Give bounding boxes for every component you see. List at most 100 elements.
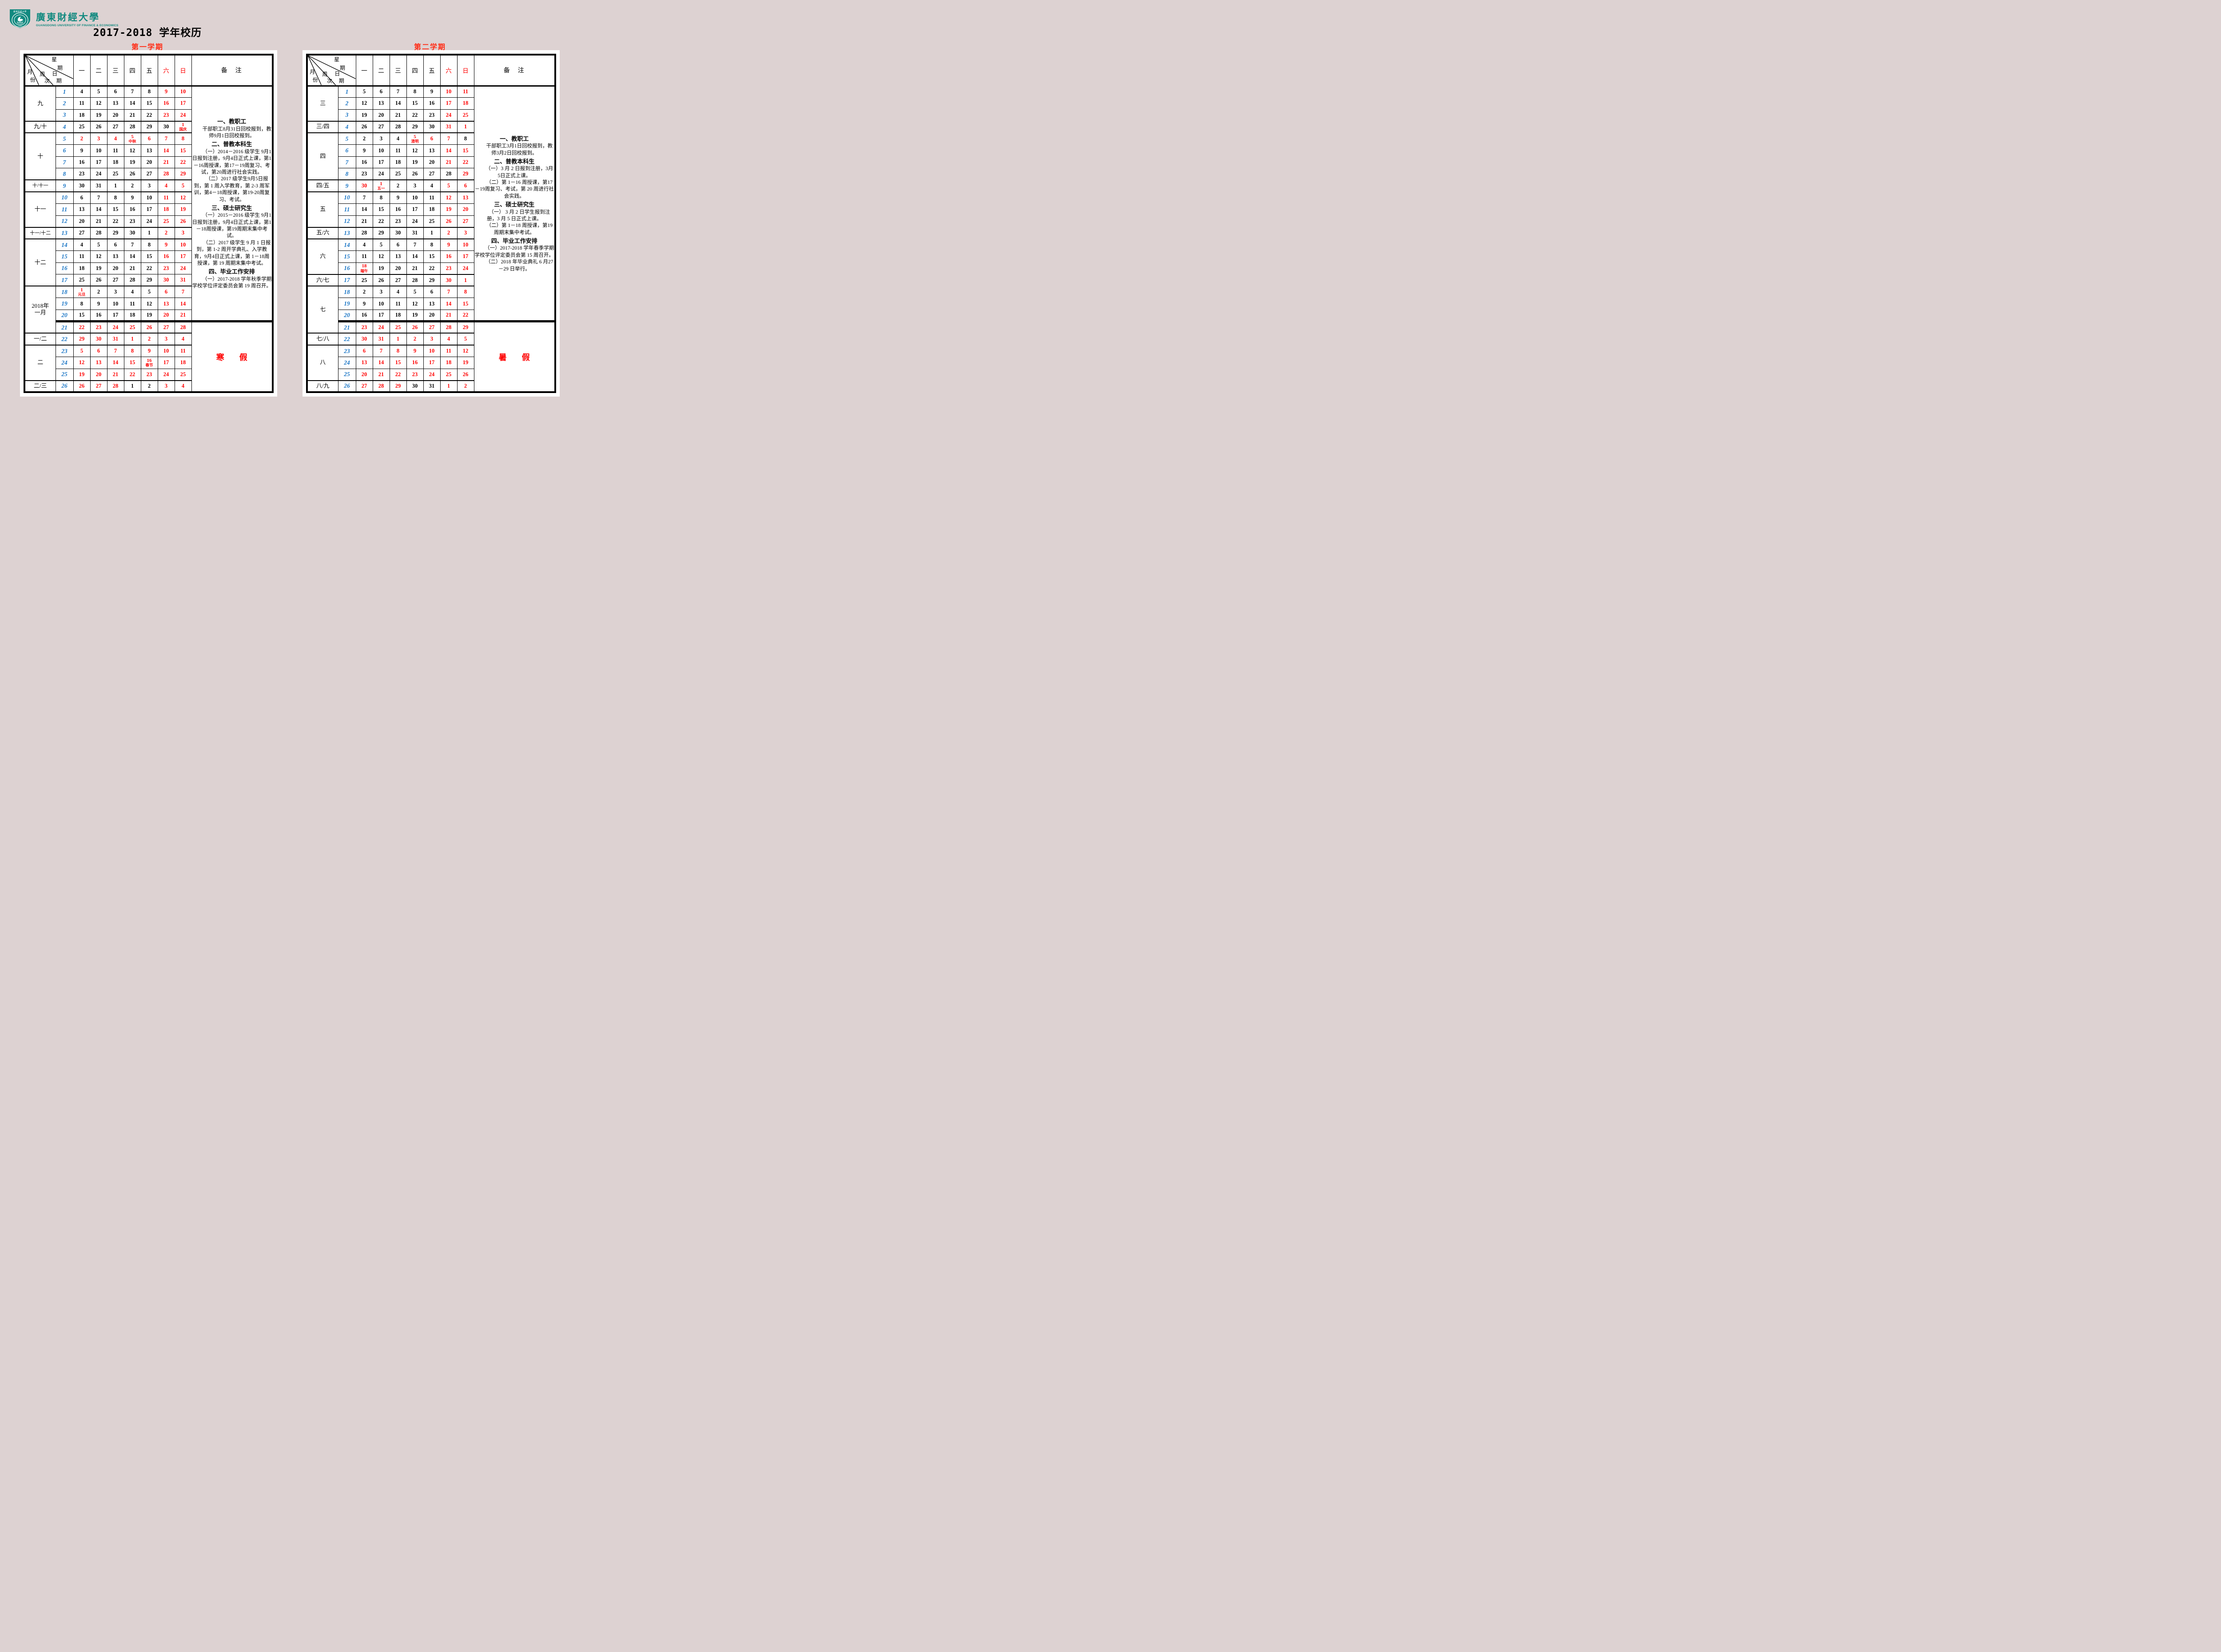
date-cell: 14 xyxy=(157,144,175,157)
date-cell: 30 xyxy=(406,380,424,393)
date-cell: 6 xyxy=(423,132,441,145)
date-cell: 11 xyxy=(355,250,373,263)
date-cell: 11 xyxy=(457,85,474,98)
date-cell: 17 xyxy=(90,156,107,169)
date-cell: 24 xyxy=(174,262,192,275)
month-cell: 九 xyxy=(24,85,56,122)
date-cell: 1 xyxy=(389,333,407,345)
date-cell: 28 xyxy=(440,168,458,180)
week-row: 7 16 17 18 19 20 21 22 xyxy=(307,156,555,169)
date-cell: 17 xyxy=(174,97,192,110)
month-cell: 八 xyxy=(306,345,338,381)
remarks-heading: 一、教职工 xyxy=(500,135,529,142)
week-number-cell: 13 xyxy=(55,226,74,239)
date-cell: 10 xyxy=(406,191,424,204)
date-cell: 3 xyxy=(174,226,192,239)
corner-label-month-char: 份 xyxy=(312,76,318,83)
month-cell-line: 五/六 xyxy=(316,229,330,236)
date-cell: 28 xyxy=(372,380,390,393)
date-number: 5 xyxy=(414,134,416,139)
week-number-cell: 3 xyxy=(338,109,356,122)
month-cell-line: 十/十一 xyxy=(32,183,48,189)
date-cell: 10 xyxy=(140,191,158,204)
date-cell: 4 xyxy=(355,238,373,251)
date-cell: 23 xyxy=(123,215,141,228)
remarks-heading: 一、教职工 xyxy=(217,118,247,125)
date-cell: 13 xyxy=(140,144,158,157)
date-cell: 21 xyxy=(406,262,424,275)
week-row: 十 5 2 3 4 5 中秋 6 7 8 xyxy=(24,132,273,180)
date-cell: 17 xyxy=(140,203,158,216)
date-cell: 7 xyxy=(440,132,458,145)
date-cell: 27 xyxy=(157,320,175,334)
corner-label-date-char: 期 xyxy=(56,78,62,84)
date-cell: 10 xyxy=(174,85,192,98)
week-row: 20 15 16 17 18 19 20 21 xyxy=(24,309,273,322)
week-row: 十一 10 6 7 8 9 10 11 12 xyxy=(24,191,273,228)
date-cell: 31 xyxy=(406,226,424,239)
weekday-header: 二 xyxy=(90,54,107,87)
week-number-cell: 3 xyxy=(55,109,74,122)
date-cell: 9 xyxy=(355,298,373,310)
week-row: 24 13 14 15 16 17 18 19 xyxy=(307,357,555,369)
date-cell: 28 xyxy=(157,168,175,180)
week-row: 21 23 24 25 26 27 28 29 暑 假 xyxy=(307,320,556,393)
week-number-cell: 5 xyxy=(55,132,74,145)
corner-label-week-char: 星 xyxy=(334,56,340,63)
corner-label-date-char: 日 xyxy=(334,71,340,77)
date-cell: 23 xyxy=(389,215,407,228)
date-cell: 7 xyxy=(389,85,407,98)
date-cell: 6 xyxy=(457,179,474,192)
month-cell: 三/四 xyxy=(306,120,338,133)
week-number-cell: 2 xyxy=(55,97,74,110)
date-cell: 6 xyxy=(107,85,124,98)
date-cell: 4 xyxy=(389,286,407,298)
date-cell: 24 xyxy=(457,262,474,275)
date-cell: 20 xyxy=(389,262,407,275)
date-cell: 1 xyxy=(457,274,474,286)
week-row: 七 18 2 3 4 5 6 7 8 xyxy=(306,286,555,334)
date-cell: 28 xyxy=(90,226,107,239)
month-cell-line: 六 xyxy=(320,253,326,260)
date-cell: 31 xyxy=(90,179,107,192)
date-cell: 16 xyxy=(157,97,175,110)
week-row: 2 12 13 14 15 16 17 18 xyxy=(307,97,555,110)
month-cell-line: 二 xyxy=(37,359,44,366)
date-cell: 9 xyxy=(123,191,141,204)
date-cell: 1 xyxy=(123,333,141,345)
date-cell: 6 xyxy=(355,345,373,357)
date-cell: 18 xyxy=(73,109,91,122)
vacation-cell: 暑 假 xyxy=(474,320,556,393)
week-row: 3 18 19 20 21 22 23 24 xyxy=(24,109,273,122)
date-cell: 14 xyxy=(123,250,141,263)
week-number-cell: 13 xyxy=(338,226,356,239)
week-row: 11 13 14 15 16 17 18 19 xyxy=(24,203,273,216)
date-cell: 28 xyxy=(355,226,373,239)
week-row: 一/二 22 29 30 31 1 2 3 4 xyxy=(24,333,273,345)
date-cell: 17 xyxy=(440,97,458,110)
date-cell: 12 xyxy=(123,144,141,157)
date-cell: 29 xyxy=(423,274,441,286)
remarks-paragraph: （一）2014－2016 级学生 9月1日报到注册，9月4日正式上课，第1－16… xyxy=(192,149,271,175)
week-number-cell: 6 xyxy=(338,144,356,157)
date-cell: 4 xyxy=(107,132,124,145)
date-cell: 7 xyxy=(90,191,107,204)
date-cell: 27 xyxy=(73,226,91,239)
semester-2-table: 星期月份周次日期一二三四五六日备 注三 1 5 6 7 8 9 10 11 一、教职工 干部职工3月… xyxy=(306,54,556,393)
date-cell: 21 xyxy=(355,215,373,228)
corner-header-cell: 星期月份周次日期 xyxy=(306,54,356,87)
week-row: 十/十一 9 30 31 1 2 3 4 5 xyxy=(24,179,273,192)
weekday-header: 一 xyxy=(355,54,373,87)
date-cell: 17 xyxy=(457,250,474,263)
remarks-cell: 一、教职工 干部职工3月1日回校报到，教师3月2日回校报到。 二、普教本科生 （一）3… xyxy=(474,85,556,322)
date-cell: 21 xyxy=(174,309,192,322)
date-cell: 25 xyxy=(73,274,91,286)
date-cell: 19 xyxy=(440,203,458,216)
week-number-cell: 18 xyxy=(338,286,356,298)
week-number-cell: 25 xyxy=(338,368,356,381)
date-cell: 6 xyxy=(73,191,91,204)
semester-1-table: 星期月份周次日期一二三四五六日备 注九 1 4 5 6 7 8 9 10 一、教职工 干部职工8月3… xyxy=(24,54,274,393)
date-cell: 25 xyxy=(174,368,192,381)
date-cell: 26 xyxy=(73,380,91,393)
weekday-header: 六 xyxy=(440,54,458,87)
